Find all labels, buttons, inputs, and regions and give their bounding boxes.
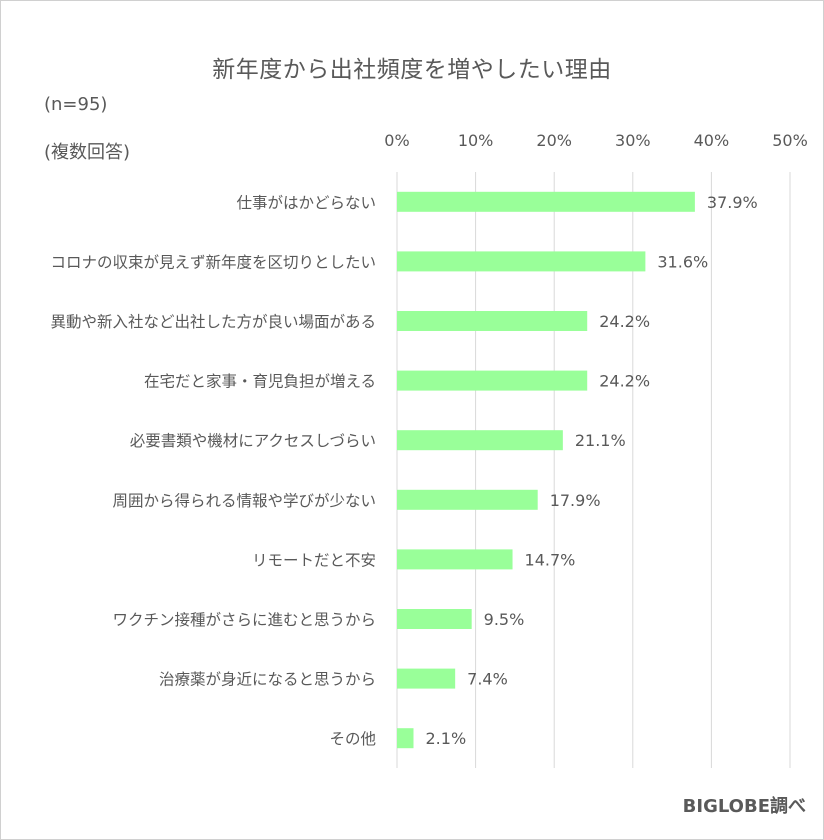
bar <box>397 370 588 391</box>
chart-title: 新年度から出社頻度を増やしたい理由 <box>212 57 612 83</box>
data-label: 9.5% <box>484 610 525 629</box>
bar <box>397 489 538 510</box>
data-label: 17.9% <box>550 491 601 510</box>
category-label: 異動や新入社など出社した方が良い場面がある <box>50 313 376 331</box>
data-label: 7.4% <box>467 670 508 689</box>
category-label: 必要書類や機材にアクセスしづらい <box>130 432 376 450</box>
bar <box>397 191 695 212</box>
sample-size-note: (n=95) <box>44 94 108 115</box>
data-label: 31.6% <box>657 252 708 271</box>
bar <box>397 668 456 689</box>
x-tick-label: 40% <box>694 131 730 150</box>
category-label: ワクチン接種がさらに進むと思うから <box>112 611 376 629</box>
category-label: 在宅だと家事・育児負担が増える <box>144 373 376 391</box>
data-label: 37.9% <box>707 193 758 212</box>
bar <box>397 728 414 749</box>
source-credit: BIGLOBE調べ <box>682 796 806 817</box>
bar <box>397 609 472 629</box>
x-tick-label: 10% <box>458 131 494 150</box>
data-label: 21.1% <box>575 431 626 450</box>
bar <box>397 430 563 451</box>
bar <box>397 251 646 272</box>
category-label: 治療薬が身近になると思うから <box>159 671 376 689</box>
bar <box>397 549 513 570</box>
category-label: リモートだと不安 <box>252 551 376 569</box>
data-label: 24.2% <box>599 372 650 391</box>
bar <box>397 311 588 331</box>
category-label: 仕事がはかどらない <box>236 194 376 212</box>
category-label: その他 <box>329 730 376 748</box>
data-label: 2.1% <box>426 729 467 748</box>
category-label: コロナの収束が見えず新年度を区切りとしたい <box>50 253 376 271</box>
category-label: 周囲から得られる情報や学びが少ない <box>112 492 376 510</box>
x-tick-label: 0% <box>384 131 409 150</box>
x-tick-label: 20% <box>536 131 572 150</box>
x-tick-label: 30% <box>615 131 651 150</box>
multiple-answer-note: (複数回答) <box>44 142 131 163</box>
data-label: 24.2% <box>599 312 650 331</box>
data-label: 14.7% <box>525 550 576 569</box>
x-tick-label: 50% <box>772 131 808 150</box>
